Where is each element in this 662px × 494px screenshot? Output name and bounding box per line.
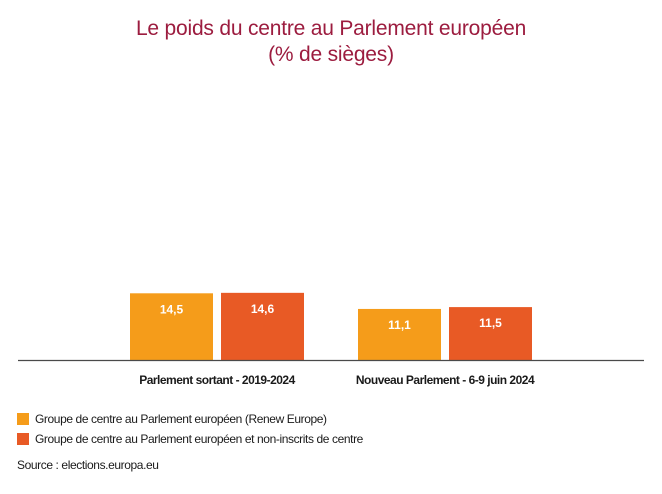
category-label: Nouveau Parlement - 6-9 juin 2024 bbox=[356, 373, 535, 387]
chart-subtitle: (% de sièges) bbox=[268, 43, 394, 66]
chart-title-block: Le poids du centre au Parlement européen… bbox=[0, 16, 662, 68]
chart-title: Le poids du centre au Parlement européen bbox=[135, 17, 527, 40]
bar-chart: 14,5 14,6 Parlement sortant - 2019-2024 11,… bbox=[18, 292, 644, 387]
legend-label: Groupe de centre au Parlement européen e… bbox=[35, 432, 363, 446]
bar bbox=[449, 307, 532, 360]
legend: Groupe de centre au Parlement européen (… bbox=[17, 409, 363, 449]
category-label: Parlement sortant - 2019-2024 bbox=[139, 373, 295, 387]
bar-value-label: 14,5 bbox=[160, 302, 184, 316]
legend-item: Groupe de centre au Parlement européen e… bbox=[17, 429, 363, 449]
bar bbox=[221, 292, 304, 360]
bar bbox=[130, 293, 213, 360]
bar bbox=[358, 308, 441, 360]
legend-swatch-renew bbox=[17, 413, 29, 425]
legend-label: Groupe de centre au Parlement européen (… bbox=[35, 412, 327, 426]
legend-swatch-renew-ni bbox=[17, 433, 29, 445]
bar-value-label: 11,1 bbox=[388, 318, 411, 332]
bar-value-label: 14,6 bbox=[251, 302, 275, 316]
bar-value-label: 11,5 bbox=[479, 316, 502, 330]
legend-item: Groupe de centre au Parlement européen (… bbox=[17, 409, 363, 429]
source-note: Source : elections.europa.eu bbox=[17, 458, 159, 472]
